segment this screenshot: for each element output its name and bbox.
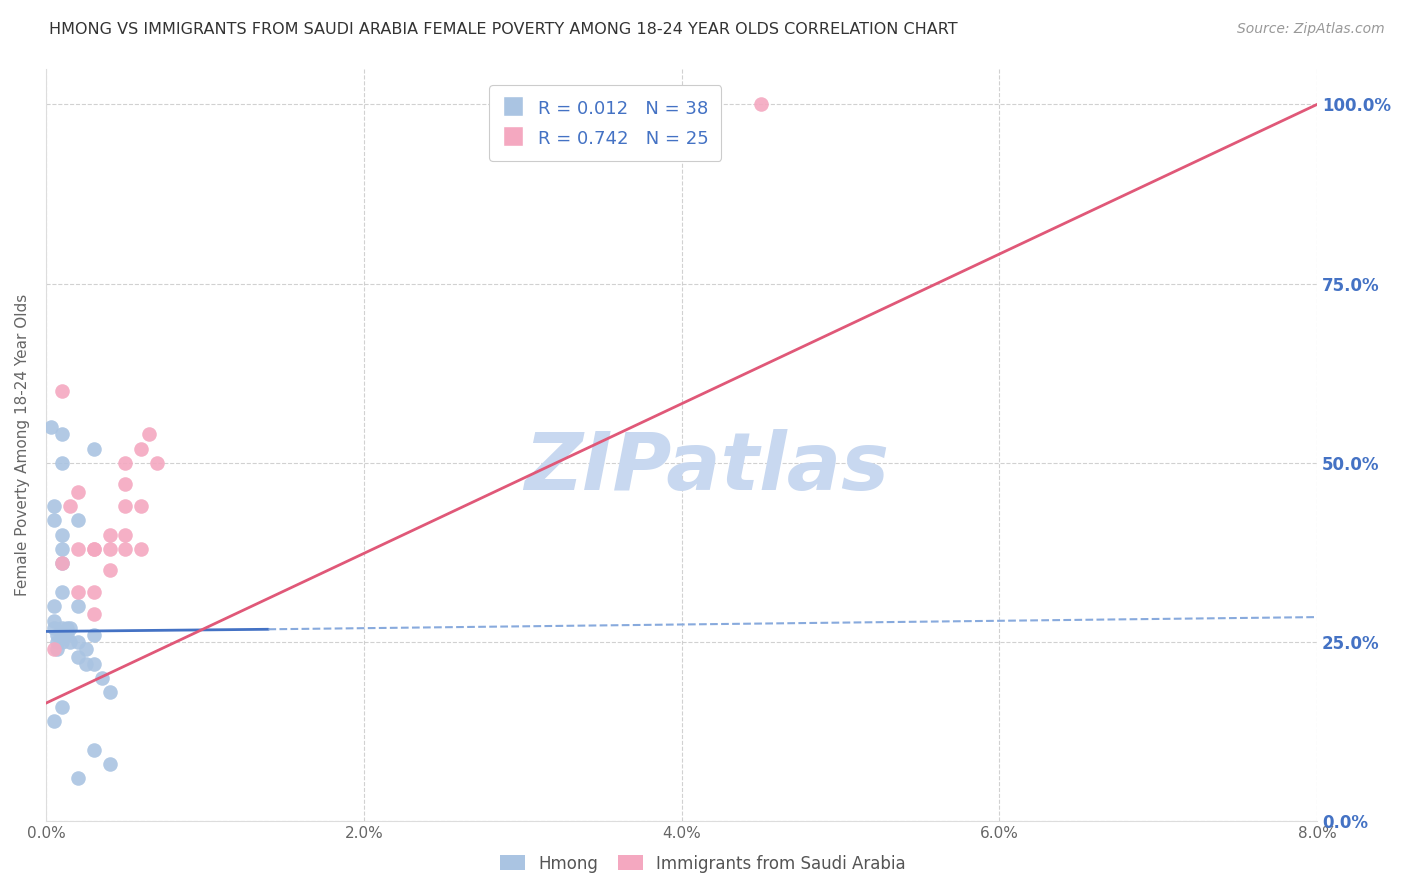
Point [90,671,112,685]
Point [46,635,69,649]
Point [42,642,65,657]
Point [749,97,772,112]
Point [131,541,153,556]
Point [59,499,82,513]
Point [98,685,121,699]
Point [42,499,65,513]
Point [75,642,97,657]
Point [98,527,121,541]
Point [66,541,89,556]
Point [51,628,73,642]
Point [83,607,105,621]
Point [66,635,89,649]
Point [114,477,136,491]
Point [51,384,73,399]
Point [46,628,69,642]
Point [51,456,73,470]
Point [83,628,105,642]
Point [59,621,82,635]
Point [114,541,136,556]
Point [66,649,89,664]
Point [114,499,136,513]
Point [42,599,65,614]
Y-axis label: Female Poverty Among 18-24 Year Olds: Female Poverty Among 18-24 Year Olds [15,293,30,596]
Point [51,527,73,541]
Point [131,499,153,513]
Point [83,541,105,556]
Point [131,442,153,456]
Point [51,699,73,714]
Point [114,456,136,470]
Point [42,621,65,635]
Point [66,599,89,614]
Point [83,743,105,757]
Legend: Hmong, Immigrants from Saudi Arabia: Hmong, Immigrants from Saudi Arabia [494,848,912,880]
Point [42,513,65,527]
Point [83,585,105,599]
Point [75,657,97,671]
Point [51,427,73,442]
Point [66,585,89,599]
Point [98,564,121,578]
Text: ZIPatlas: ZIPatlas [524,428,890,507]
Point [51,557,73,571]
Point [138,427,160,442]
Point [59,635,82,649]
Point [39,420,62,434]
Point [51,541,73,556]
Point [83,657,105,671]
Point [55,628,77,642]
Point [51,585,73,599]
Point [66,772,89,786]
Point [146,456,169,470]
Point [42,714,65,728]
Point [83,442,105,456]
Point [83,541,105,556]
Point [98,757,121,772]
Point [66,484,89,499]
Point [51,557,73,571]
Point [51,635,73,649]
Point [66,513,89,527]
Point [51,621,73,635]
Point [46,642,69,657]
Point [98,541,121,556]
Text: Source: ZipAtlas.com: Source: ZipAtlas.com [1237,22,1385,37]
Legend: R = 0.012   N = 38, R = 0.742   N = 25: R = 0.012 N = 38, R = 0.742 N = 25 [489,85,721,161]
Point [55,621,77,635]
Text: HMONG VS IMMIGRANTS FROM SAUDI ARABIA FEMALE POVERTY AMONG 18-24 YEAR OLDS CORRE: HMONG VS IMMIGRANTS FROM SAUDI ARABIA FE… [49,22,957,37]
Point [42,614,65,628]
Point [114,527,136,541]
